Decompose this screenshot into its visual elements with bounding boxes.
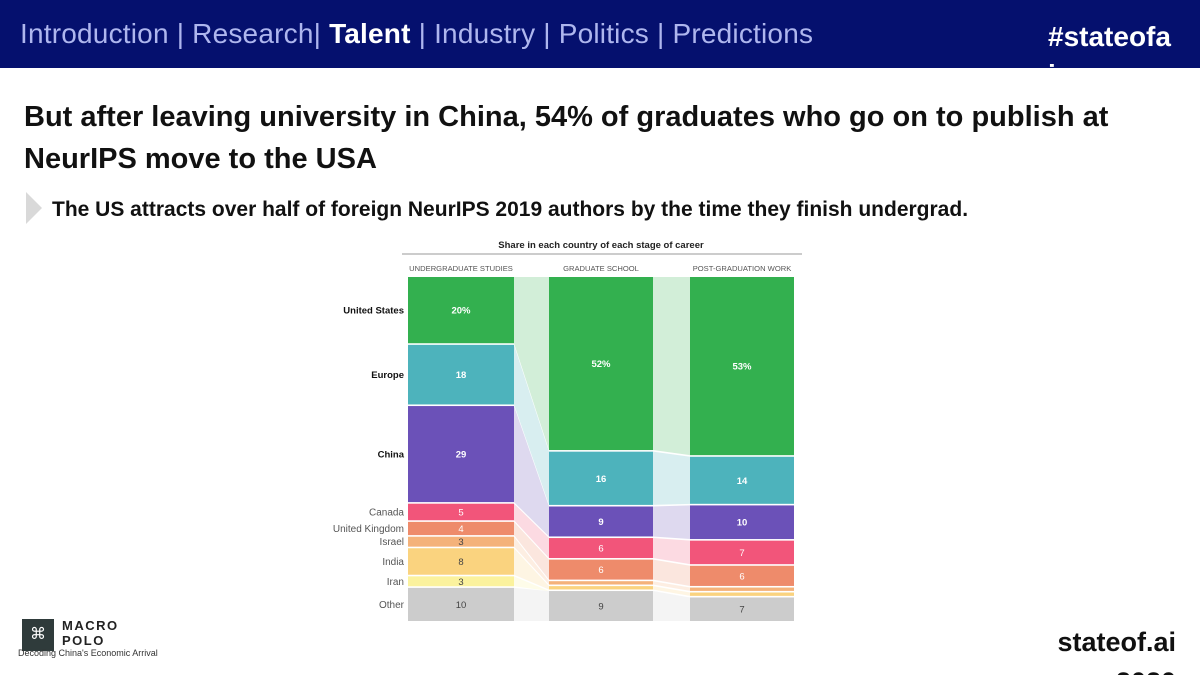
bar-europe-2 <box>690 456 794 504</box>
bar-label-other-2: 7 <box>739 605 744 616</box>
bar-other-0 <box>408 587 514 621</box>
flow-united-states-0 <box>514 277 549 451</box>
logo-name-line1: MACRO <box>62 618 119 633</box>
bar-label-europe-0: 18 <box>456 370 467 381</box>
slide-headline: But after leaving university in China, 5… <box>24 101 1109 175</box>
career-stage-chart: Share in each country of each stage of c… <box>333 240 802 621</box>
bar-label-europe-2: 14 <box>737 476 748 487</box>
logo-mark-icon: ⌘ <box>22 619 54 651</box>
flow-israel-1 <box>653 581 690 591</box>
section-nav: Introduction | Research| Talent | Indust… <box>20 18 813 50</box>
row-label-europe: Europe <box>371 370 404 381</box>
top-nav-bar: Introduction | Research| Talent | Indust… <box>0 0 1200 68</box>
bar-united-states-2 <box>690 277 794 456</box>
row-label-israel: Israel <box>380 537 404 548</box>
bar-label-united-states-1: 52% <box>591 359 611 370</box>
row-label-other: Other <box>379 600 405 611</box>
bar-europe-1 <box>549 451 653 505</box>
flow-canada-1 <box>653 538 690 565</box>
flow-united-kingdom-1 <box>653 559 690 586</box>
bar-china-2 <box>690 505 794 540</box>
flow-canada-0 <box>514 503 549 559</box>
bar-india-2 <box>690 592 794 596</box>
bar-label-united-states-2: 53% <box>732 362 752 373</box>
bar-label-canada-0: 5 <box>458 507 463 518</box>
bar-label-united-kingdom-1: 6 <box>598 565 603 576</box>
flow-iran-0 <box>514 576 549 592</box>
nav-research[interactable]: Research| <box>192 18 322 49</box>
bar-label-other-0: 10 <box>456 600 467 611</box>
bar-label-china-1: 9 <box>598 517 603 528</box>
bar-label-united-kingdom-2: 6 <box>739 571 744 582</box>
bar-israel-0 <box>408 536 514 547</box>
bar-united-states-1 <box>549 277 653 451</box>
flow-united-kingdom-0 <box>514 521 549 580</box>
flow-europe-0 <box>514 344 549 505</box>
brand-footer: stateof.ai 2020 <box>1057 627 1176 675</box>
nav-politics[interactable]: Politics | <box>558 18 665 49</box>
stage-header-0: UNDERGRADUATE STUDIES <box>409 264 513 273</box>
nav-industry[interactable]: | Industry | <box>418 18 551 49</box>
bar-label-united-states-0: 20% <box>451 306 471 317</box>
slide-subtitle: The US attracts over half of foreign Neu… <box>52 198 969 221</box>
row-label-india: India <box>382 557 404 568</box>
flow-china-0 <box>514 406 549 537</box>
flow-other-0 <box>514 587 549 621</box>
stage-header-1: GRADUATE SCHOOL <box>563 264 639 273</box>
flow-other-1 <box>653 591 690 621</box>
bar-label-israel-0: 3 <box>458 537 463 548</box>
bar-canada-1 <box>549 538 653 559</box>
bar-united-kingdom-0 <box>408 521 514 536</box>
bar-united-kingdom-2 <box>690 565 794 586</box>
hashtag: #stateofai <box>1048 21 1171 68</box>
bar-europe-0 <box>408 344 514 405</box>
bar-india-0 <box>408 548 514 575</box>
logo-name-line2: POLO <box>62 633 105 648</box>
bar-label-united-kingdom-0: 4 <box>458 524 463 535</box>
bar-canada-2 <box>690 540 794 565</box>
row-label-iran: Iran <box>387 577 404 588</box>
bar-israel-2 <box>690 587 794 591</box>
bar-label-china-2: 10 <box>737 518 748 529</box>
bar-label-iran-0: 3 <box>458 577 463 588</box>
bar-united-states-0 <box>408 277 514 344</box>
bar-label-europe-1: 16 <box>596 474 607 485</box>
bar-label-other-1: 9 <box>598 602 603 613</box>
macro-polo-logo: ⌘ MACRO POLO Decoding China's Economic A… <box>18 617 168 663</box>
row-label-canada: Canada <box>369 507 404 518</box>
bar-other-2 <box>690 597 794 621</box>
bar-other-1 <box>549 591 653 621</box>
row-label-china: China <box>378 450 405 461</box>
bar-india-1 <box>549 586 653 590</box>
flow-europe-1 <box>653 451 690 505</box>
nav-introduction[interactable]: Introduction | <box>20 18 185 49</box>
stage-header-2: POST-GRADUATION WORK <box>693 264 792 273</box>
bar-canada-0 <box>408 503 514 521</box>
flow-india-0 <box>514 548 549 590</box>
flow-united-states-1 <box>653 277 690 456</box>
bar-china-1 <box>549 506 653 537</box>
bar-label-canada-1: 6 <box>598 544 603 555</box>
bar-label-canada-2: 7 <box>739 548 744 559</box>
nav-talent[interactable]: Talent <box>329 18 411 49</box>
chart-title: Share in each country of each stage of c… <box>498 240 704 251</box>
logo-tagline: Decoding China's Economic Arrival <box>18 648 158 658</box>
bar-israel-1 <box>549 581 653 585</box>
bar-iran-0 <box>408 576 514 587</box>
bar-label-china-0: 29 <box>456 450 467 461</box>
bar-china-0 <box>408 406 514 503</box>
bar-label-india-0: 8 <box>458 557 463 568</box>
flow-india-1 <box>653 586 690 596</box>
bar-united-kingdom-1 <box>549 559 653 580</box>
flow-china-1 <box>653 505 690 540</box>
row-label-united-states: United States <box>343 306 404 317</box>
row-label-united-kingdom: United Kingdom <box>333 524 404 535</box>
flow-israel-0 <box>514 536 549 585</box>
chevron-right-icon <box>26 192 42 224</box>
nav-predictions[interactable]: Predictions <box>672 18 814 49</box>
